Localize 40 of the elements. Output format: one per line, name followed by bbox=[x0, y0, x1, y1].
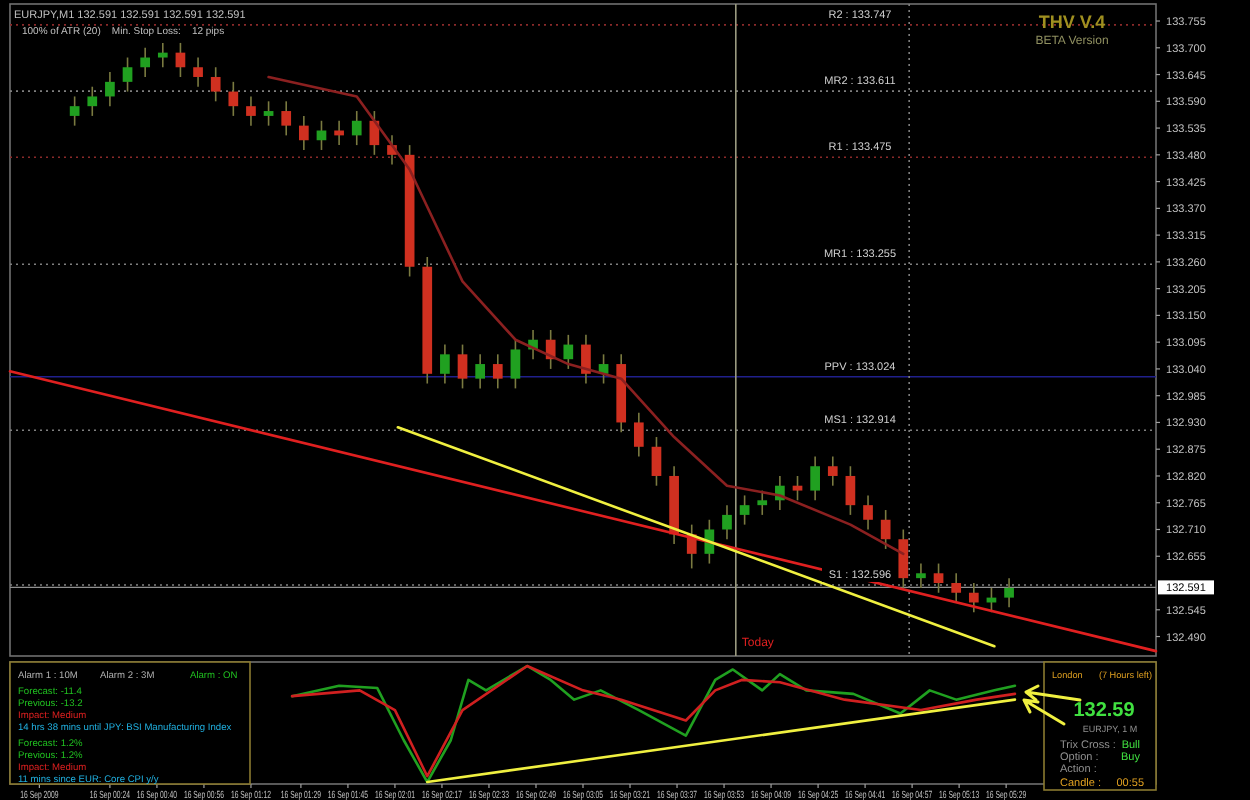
candlestick bbox=[722, 504, 732, 541]
candlestick bbox=[880, 509, 891, 550]
candlestick bbox=[228, 81, 239, 117]
candlestick bbox=[351, 110, 362, 146]
candlestick bbox=[845, 465, 856, 516]
candlestick bbox=[193, 56, 203, 88]
candlestick bbox=[810, 455, 820, 502]
candlestick bbox=[651, 436, 662, 487]
candlestick bbox=[827, 455, 838, 487]
candlestick bbox=[563, 334, 574, 370]
candlestick bbox=[757, 489, 768, 516]
candlestick bbox=[87, 85, 98, 117]
candlestick bbox=[440, 343, 450, 385]
candlestick bbox=[122, 56, 133, 93]
candlestick bbox=[492, 353, 503, 390]
candlestick bbox=[968, 582, 979, 614]
candlestick bbox=[581, 334, 591, 385]
annotation: 132.59 bbox=[1073, 700, 1136, 722]
candlestick bbox=[933, 562, 944, 594]
candlestick bbox=[1004, 577, 1014, 609]
candlestick bbox=[246, 95, 256, 127]
candlestick bbox=[105, 71, 115, 107]
candlestick bbox=[69, 95, 80, 127]
candlestick bbox=[299, 115, 309, 151]
candlestick bbox=[475, 353, 485, 390]
candlestick bbox=[898, 528, 909, 589]
candlestick bbox=[792, 475, 803, 502]
candlestick bbox=[916, 562, 926, 589]
candlestick bbox=[739, 494, 750, 526]
candlestick bbox=[281, 100, 292, 137]
candlestick bbox=[457, 343, 468, 390]
candlestick bbox=[157, 42, 168, 69]
candlestick bbox=[140, 46, 151, 78]
candlestick bbox=[863, 494, 873, 531]
candlestick bbox=[210, 66, 221, 103]
candlestick bbox=[510, 338, 521, 390]
candlestick bbox=[633, 411, 644, 458]
candlestick bbox=[951, 572, 962, 604]
candlestick bbox=[263, 100, 274, 127]
annotation: THV V.4 bbox=[1038, 12, 1106, 32]
